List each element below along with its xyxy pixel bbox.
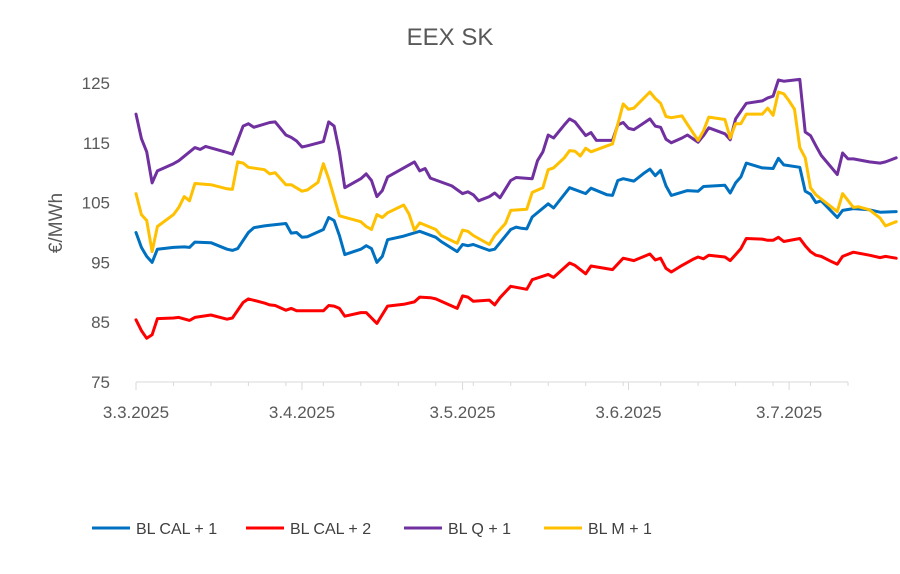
legend-label: BL Q + 1 [448,521,511,538]
y-tick-label: 95 [91,253,110,272]
legend-label: BL M + 1 [588,521,652,538]
x-tick-label: 3.4.2025 [269,403,335,422]
y-tick-label: 75 [91,373,110,392]
series-line-bl-cal-2 [134,235,898,340]
legend-item: BL Q + 1 [404,521,511,538]
chart-title: EEX SK [407,24,494,51]
y-tick-label: 85 [91,313,110,332]
legend-label: BL CAL + 2 [290,521,371,538]
y-axis-label: €/MWh [46,193,67,253]
series-group [134,77,898,340]
legend-item: BL CAL + 2 [246,521,371,538]
series-line-bl-cal-1 [134,156,898,264]
y-tick-label: 125 [82,74,110,93]
series-line-bl-q-1 [134,77,898,203]
legend-item: BL M + 1 [544,521,652,538]
x-tick-label: 3.3.2025 [103,403,169,422]
y-tick-label: 105 [82,194,110,213]
y-axis-ticks: 75 85 95 105 115 125 [82,74,110,392]
legend-item: BL CAL + 1 [92,521,217,538]
x-axis-ticks: 3.3.2025 3.4.2025 3.5.2025 3.6.2025 3.7.2025 [103,382,849,422]
legend: BL CAL + 1 BL CAL + 2 BL Q + 1 BL M + 1 [92,521,652,538]
y-tick-label: 115 [83,134,110,153]
legend-label: BL CAL + 1 [136,521,217,538]
x-tick-label: 3.6.2025 [595,403,661,422]
x-tick-label: 3.5.2025 [429,403,495,422]
series-line-bl-m-1 [134,90,898,254]
x-tick-label: 3.7.2025 [756,403,822,422]
